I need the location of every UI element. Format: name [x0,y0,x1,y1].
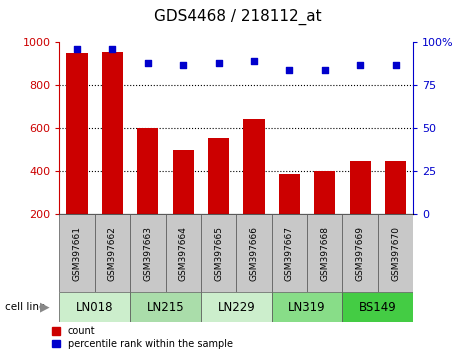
Bar [237,214,272,292]
Point [215,60,222,66]
Bar [201,292,272,322]
Text: GSM397663: GSM397663 [143,225,152,281]
Bar [243,119,265,257]
Point [250,58,258,64]
Bar [201,214,237,292]
Text: GSM397668: GSM397668 [320,225,329,281]
Bar [165,214,201,292]
Bar [59,214,95,292]
Text: cell line: cell line [5,302,45,312]
Bar [378,214,413,292]
Text: GSM397665: GSM397665 [214,225,223,281]
Text: GSM397670: GSM397670 [391,225,400,281]
Text: LN229: LN229 [218,301,255,314]
Point [73,46,81,52]
Text: GDS4468 / 218112_at: GDS4468 / 218112_at [154,8,321,25]
Text: LN319: LN319 [288,301,326,314]
Point [180,62,187,68]
Text: ▶: ▶ [40,301,50,314]
Bar [208,138,229,257]
Text: GSM397666: GSM397666 [249,225,258,281]
Bar [130,214,166,292]
Text: GSM397667: GSM397667 [285,225,294,281]
Point [109,46,116,52]
Point [392,62,399,68]
Bar [279,175,300,257]
Text: GSM397669: GSM397669 [356,225,365,281]
Bar [137,128,159,257]
Text: GSM397662: GSM397662 [108,225,117,281]
Bar [385,161,406,257]
Text: LN215: LN215 [147,301,184,314]
Bar [95,214,130,292]
Bar [59,292,130,322]
Bar [130,292,201,322]
Bar [342,214,378,292]
Bar [307,214,342,292]
Bar [350,160,371,257]
Text: BS149: BS149 [359,301,397,314]
Point [356,62,364,68]
Point [285,67,293,73]
Bar [342,292,413,322]
Bar [272,214,307,292]
Text: LN018: LN018 [76,301,114,314]
Legend: count, percentile rank within the sample: count, percentile rank within the sample [52,326,233,349]
Bar [102,52,123,257]
Bar [172,150,194,257]
Point [144,60,152,66]
Bar [66,53,88,257]
Bar [272,292,342,322]
Text: GSM397661: GSM397661 [73,225,82,281]
Bar [314,171,335,257]
Point [321,67,329,73]
Text: GSM397664: GSM397664 [179,225,188,281]
